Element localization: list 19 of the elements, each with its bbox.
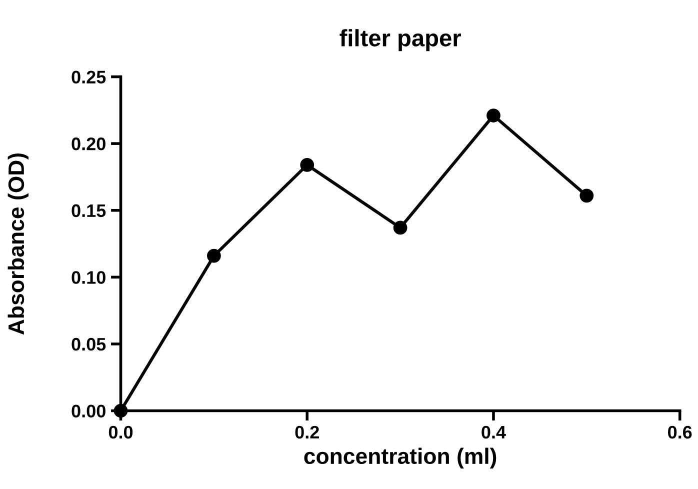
point: [114, 404, 128, 418]
chart-title: filter paper: [340, 29, 461, 52]
y-tick-label: 0.15: [72, 204, 106, 218]
y-tick-label: 0.00: [72, 404, 106, 418]
x-tick-label: 0.0: [108, 426, 133, 439]
y-tick-label: 0.25: [72, 70, 106, 84]
point: [393, 220, 408, 235]
x-axis-title: concentration (ml): [304, 448, 496, 468]
point: [486, 108, 500, 122]
y-tick-label: 0.05: [72, 338, 106, 351]
y-tick-label: 0.20: [72, 138, 106, 150]
y-tick-label: 0.10: [72, 271, 106, 284]
point: [206, 248, 221, 263]
x-tick-label: 0.2: [295, 426, 319, 439]
point: [580, 188, 594, 203]
point: [300, 158, 314, 172]
y-axis-title: Absorbance (OD): [8, 154, 29, 335]
x-tick-label: 0.4: [482, 426, 506, 439]
x-tick-label: 0.6: [668, 426, 692, 439]
